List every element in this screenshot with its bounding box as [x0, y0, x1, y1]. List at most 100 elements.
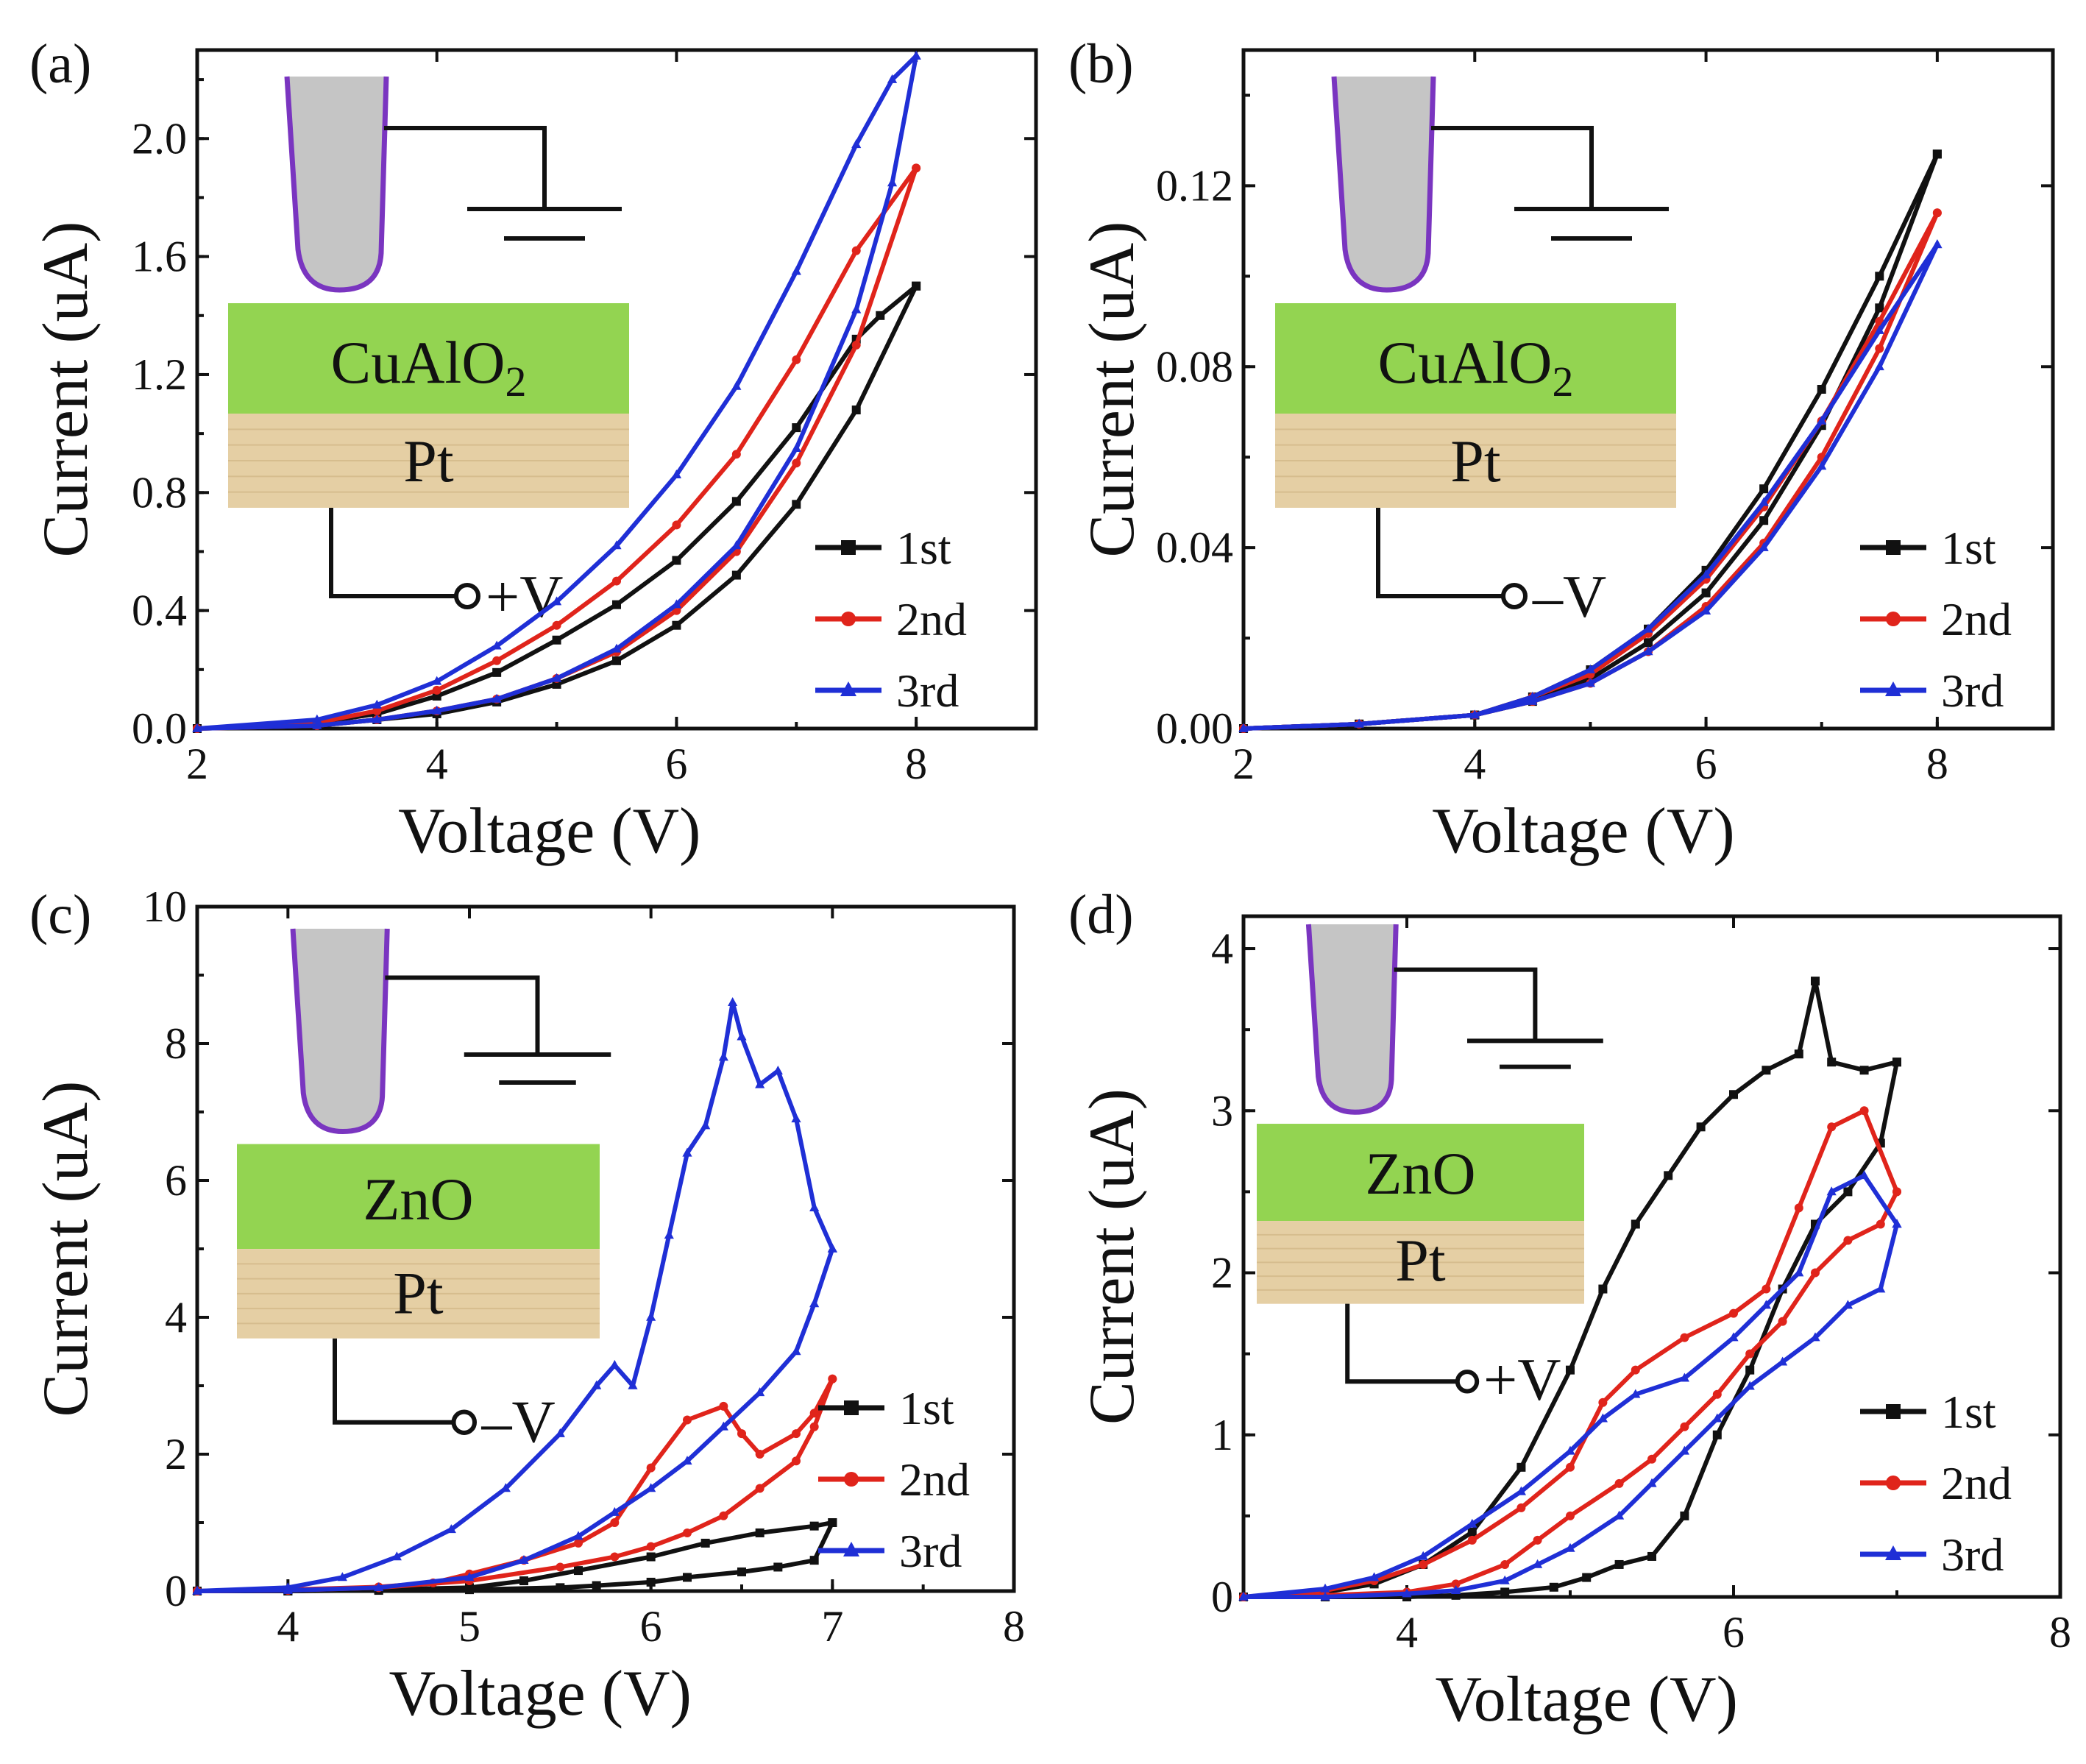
data-point [792, 1429, 801, 1439]
data-point [1778, 1317, 1787, 1326]
data-point [1728, 1332, 1739, 1342]
data-point [755, 1528, 764, 1537]
data-point [519, 1554, 529, 1564]
data-point [682, 1456, 692, 1465]
x-tick-label: 7 [821, 1602, 843, 1651]
series-line-reverse [196, 166, 918, 731]
data-point [1885, 1545, 1901, 1560]
data-point [700, 1120, 711, 1130]
data-point [1885, 681, 1901, 696]
data-point [792, 500, 801, 509]
data-point [719, 1401, 728, 1411]
data-point [1794, 1203, 1803, 1213]
x-tick-label: 8 [1926, 740, 1948, 788]
data-point [683, 1415, 692, 1425]
bias-label: –V [481, 1388, 556, 1455]
data-point [828, 1374, 837, 1384]
y-axis-title: Current (uA) [30, 222, 102, 558]
y-tick-label: 2 [1211, 1249, 1233, 1297]
substrate-label: Pt [403, 428, 454, 495]
data-point [664, 1230, 674, 1239]
tip-wire [1394, 967, 1538, 1041]
afm-tip-icon [1331, 76, 1436, 293]
data-point [828, 1518, 837, 1527]
data-point [718, 1052, 728, 1061]
data-point [912, 163, 921, 173]
x-tick-label: 4 [1464, 740, 1486, 788]
data-point [731, 380, 742, 390]
data-point [1631, 1365, 1640, 1375]
data-point [809, 1556, 819, 1565]
data-point [1549, 1582, 1558, 1592]
panel-label: (c) [29, 884, 91, 946]
data-point [671, 599, 682, 609]
data-point [731, 450, 741, 459]
data-point [1528, 695, 1538, 705]
data-point [840, 681, 856, 696]
legend: 1st 2nd 3rd [815, 522, 967, 717]
x-tick-label: 6 [640, 1602, 662, 1651]
data-point [1598, 1398, 1608, 1407]
panel-label: (a) [29, 33, 91, 95]
data-point [1794, 1267, 1804, 1277]
data-point [683, 1528, 692, 1537]
data-point [556, 1583, 565, 1593]
panel-label: (d) [1068, 884, 1134, 946]
data-point [1826, 1186, 1837, 1196]
y-tick-label: 2.0 [132, 114, 187, 163]
y-tick-label: 4 [1211, 924, 1233, 973]
bias-terminal-icon [451, 1409, 477, 1435]
data-point [671, 470, 682, 479]
data-point [1467, 1527, 1477, 1537]
y-tick-label: 1.6 [132, 233, 187, 281]
data-point [609, 1506, 620, 1516]
data-point [612, 656, 621, 665]
series-3rd [192, 50, 921, 732]
data-point [374, 1582, 384, 1592]
data-point [791, 1113, 801, 1123]
data-point [592, 1380, 602, 1389]
tip-wire [385, 975, 540, 1055]
data-point [1842, 1300, 1853, 1309]
series-line-forward [1243, 1173, 1899, 1599]
series-line-reverse [197, 1521, 835, 1593]
y-tick-label: 0.8 [132, 468, 187, 517]
chart-panel-a: (a) 2 4 6 8 0.0 0.4 0.8 1.2 1.6 2.0 Voltage (V) Curr… [29, 33, 1038, 867]
data-point [1700, 569, 1711, 578]
film-label: ZnO [1365, 1140, 1475, 1207]
data-point [1886, 1404, 1901, 1419]
data-point [551, 596, 562, 606]
data-point [791, 442, 801, 452]
bias-label: +V [486, 563, 563, 630]
data-point [1817, 385, 1826, 394]
data-point [1886, 540, 1901, 555]
data-point [1614, 1478, 1624, 1488]
data-point [1811, 1268, 1820, 1278]
tip-wire [384, 126, 547, 209]
data-point [1745, 1349, 1755, 1359]
device-inset: ZnO Pt –V [237, 928, 611, 1455]
data-point [1643, 646, 1653, 656]
data-point [737, 1031, 747, 1041]
data-point [372, 706, 382, 715]
legend: 1st 2nd 3rd [818, 1382, 970, 1577]
data-point [1680, 1422, 1689, 1431]
x-tick-label: 4 [277, 1602, 299, 1651]
data-point [755, 1079, 765, 1088]
data-point [844, 1472, 859, 1487]
x-tick-label: 8 [1003, 1602, 1025, 1651]
y-axis-title: Current (uA) [1076, 1088, 1148, 1425]
data-point [1778, 1356, 1788, 1366]
data-point [792, 423, 801, 433]
data-point [1369, 1572, 1380, 1581]
data-point [755, 1450, 764, 1459]
data-point [337, 1572, 347, 1581]
data-point [646, 1577, 656, 1587]
data-point [1843, 1187, 1853, 1197]
data-point [731, 540, 742, 550]
data-point [731, 497, 741, 506]
x-tick-label: 4 [1396, 1608, 1418, 1657]
data-point [728, 997, 738, 1006]
data-point [465, 1585, 474, 1595]
